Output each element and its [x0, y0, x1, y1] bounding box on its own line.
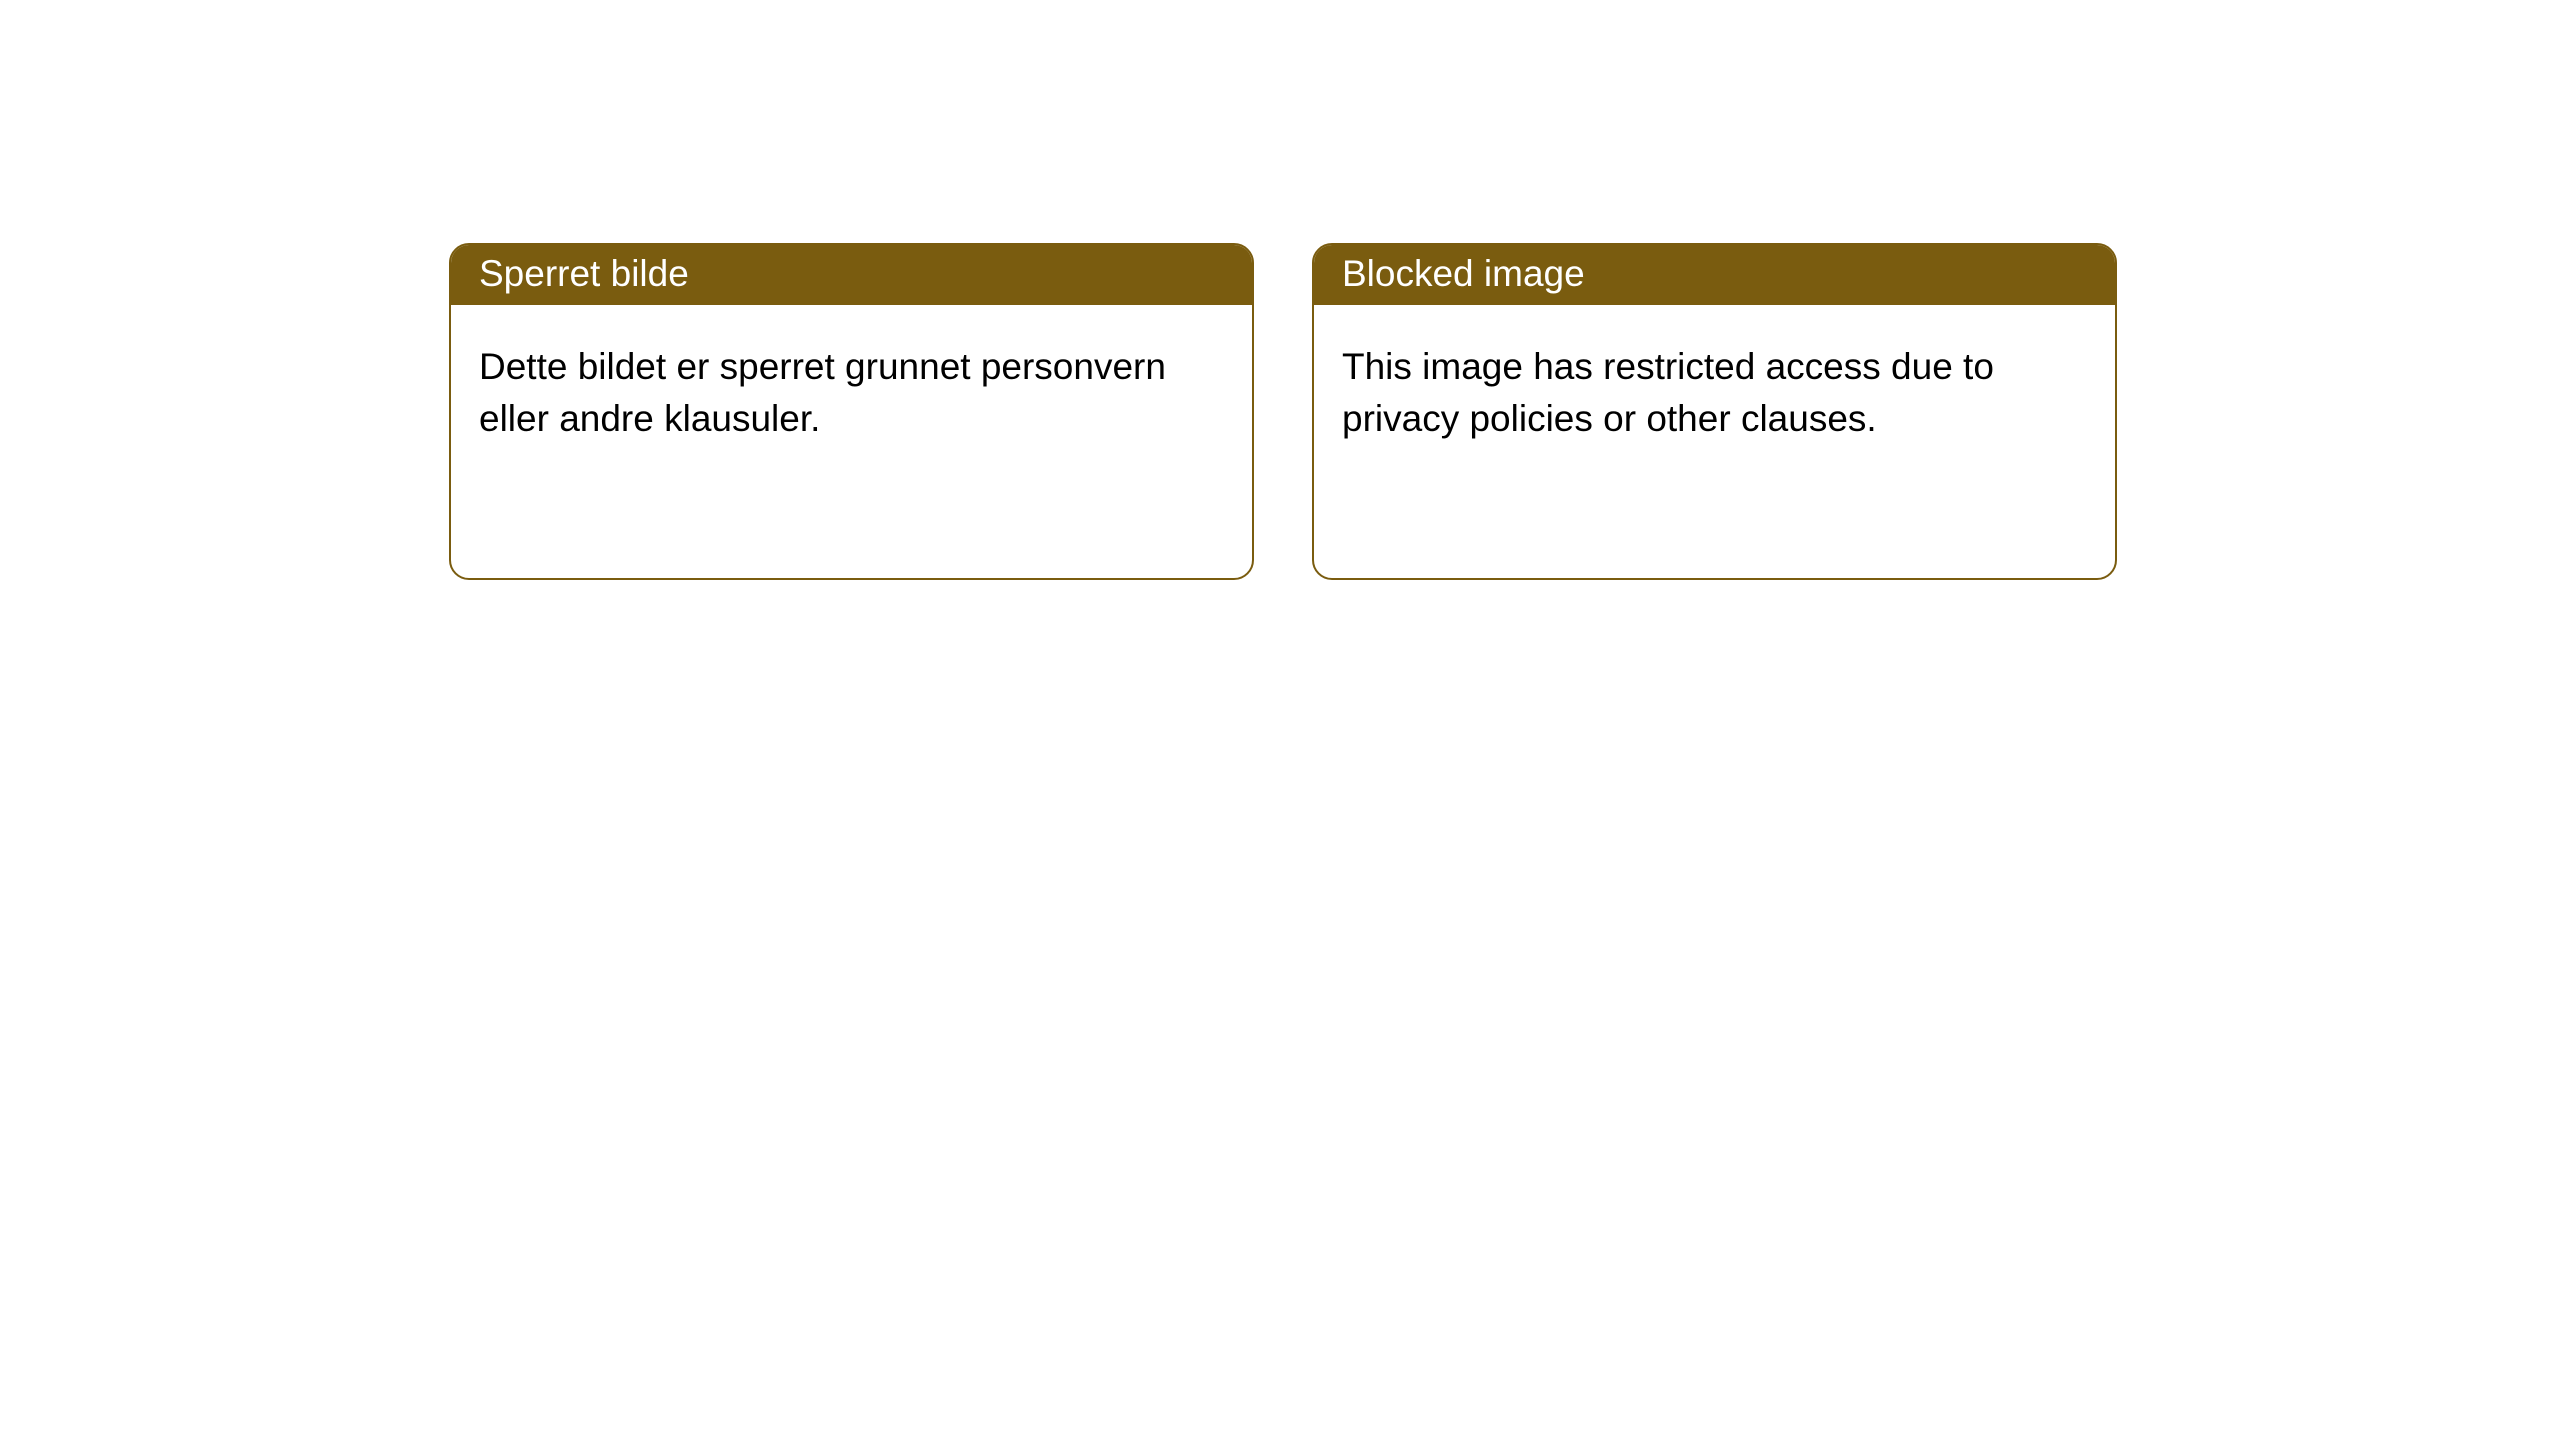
card-body: Dette bildet er sperret grunnet personve…	[451, 305, 1252, 465]
cards-container: Sperret bilde Dette bildet er sperret gr…	[449, 243, 2117, 580]
card-header: Blocked image	[1314, 245, 2115, 305]
card-body: This image has restricted access due to …	[1314, 305, 2115, 465]
notice-card-english: Blocked image This image has restricted …	[1312, 243, 2117, 580]
notice-card-norwegian: Sperret bilde Dette bildet er sperret gr…	[449, 243, 1254, 580]
card-header: Sperret bilde	[451, 245, 1252, 305]
